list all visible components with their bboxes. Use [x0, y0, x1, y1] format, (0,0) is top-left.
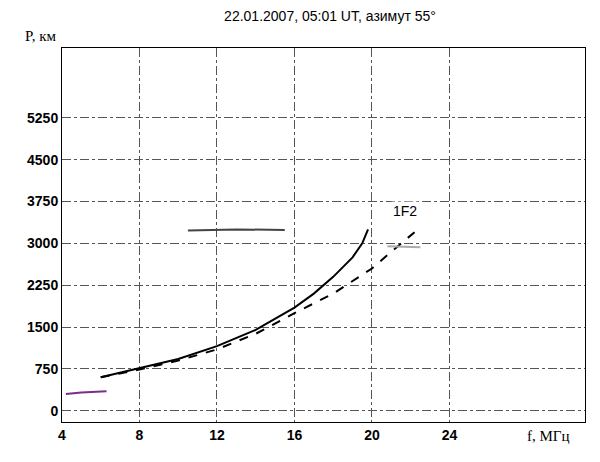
svg-text:16: 16 — [287, 427, 303, 443]
svg-text:12: 12 — [209, 427, 225, 443]
svg-text:22.01.2007, 05:01 UT, азимут 5: 22.01.2007, 05:01 UT, азимут 55° — [224, 8, 436, 24]
svg-text:750: 750 — [35, 361, 59, 377]
svg-text:8: 8 — [136, 427, 144, 443]
svg-text:5250: 5250 — [27, 110, 58, 126]
svg-text:0: 0 — [50, 403, 58, 419]
svg-text:4500: 4500 — [27, 152, 58, 168]
svg-text:f, МГц: f, МГц — [527, 428, 570, 444]
svg-text:20: 20 — [364, 427, 380, 443]
svg-text:1500: 1500 — [27, 319, 58, 335]
svg-text:2250: 2250 — [27, 277, 58, 293]
svg-text:4: 4 — [58, 427, 66, 443]
svg-text:1F2: 1F2 — [393, 203, 417, 219]
svg-text:24: 24 — [442, 427, 458, 443]
svg-text:3000: 3000 — [27, 235, 58, 251]
svg-text:3750: 3750 — [27, 193, 58, 209]
svg-text:P, км: P, км — [25, 28, 56, 44]
